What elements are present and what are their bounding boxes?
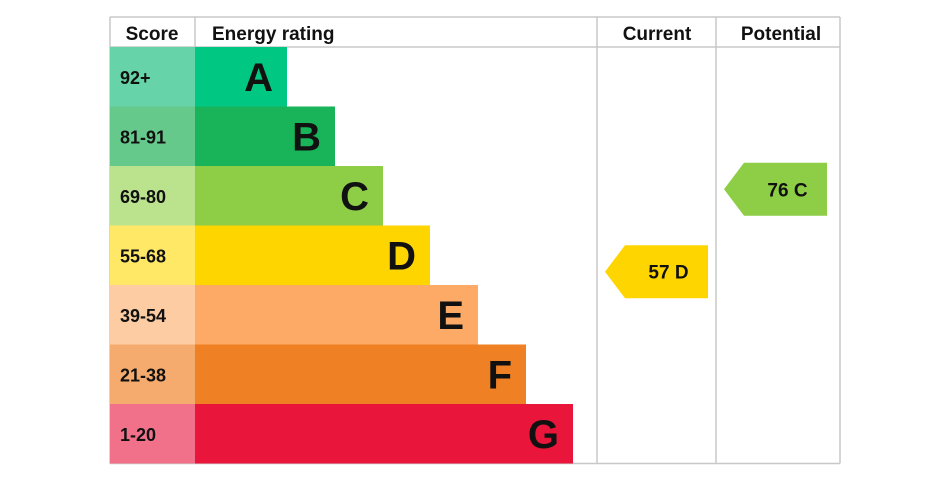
score-cell (110, 225, 195, 285)
band-row-a: 92+ A (110, 47, 287, 107)
score-cell (110, 47, 195, 107)
potential-rating-arrow-label: 76 C (767, 180, 807, 201)
band-row-e: 39-54 E (110, 285, 478, 345)
rating-letter: D (387, 234, 416, 278)
band-row-d: 55-68 D (110, 225, 430, 285)
rating-bar (195, 166, 383, 226)
current-rating-arrow: 57 D (605, 245, 708, 299)
rating-bar (195, 285, 478, 345)
rating-letter: F (488, 353, 512, 397)
rating-bar (195, 344, 526, 404)
potential-rating-arrow-shape (724, 162, 827, 216)
rating-bar (195, 47, 287, 107)
rating-letter: E (437, 294, 464, 338)
score-range-label: 55-68 (120, 246, 166, 266)
band-row-g: 1-20 G (110, 404, 573, 464)
band-row-c: 69-80 C (110, 166, 383, 226)
score-cell (110, 106, 195, 166)
header-current: Current (623, 24, 692, 45)
rating-letter: C (340, 175, 369, 219)
score-range-label: 81-91 (120, 127, 166, 147)
score-cell (110, 166, 195, 226)
header-energy-rating: Energy rating (212, 24, 334, 45)
score-range-label: 21-38 (120, 365, 166, 385)
score-range-label: 69-80 (120, 187, 166, 207)
current-rating-arrow-label: 57 D (648, 263, 688, 284)
score-cell (110, 344, 195, 404)
score-range-label: 1-20 (120, 425, 156, 445)
rating-letter: A (244, 56, 273, 100)
score-range-label: 39-54 (120, 306, 166, 326)
rating-letter: G (528, 413, 559, 457)
current-rating-arrow-shape (605, 245, 708, 299)
header-score: Score (126, 24, 179, 45)
potential-rating-arrow: 76 C (724, 162, 827, 216)
score-cell (110, 285, 195, 345)
header-potential: Potential (741, 24, 821, 45)
score-range-label: 92+ (120, 68, 151, 88)
score-cell (110, 404, 195, 464)
rating-bar (195, 404, 573, 464)
band-row-b: 81-91 B (110, 106, 335, 166)
rating-bar (195, 225, 430, 285)
rating-bar (195, 106, 335, 166)
rating-letter: B (292, 115, 321, 159)
band-row-f: 21-38 F (110, 344, 526, 404)
